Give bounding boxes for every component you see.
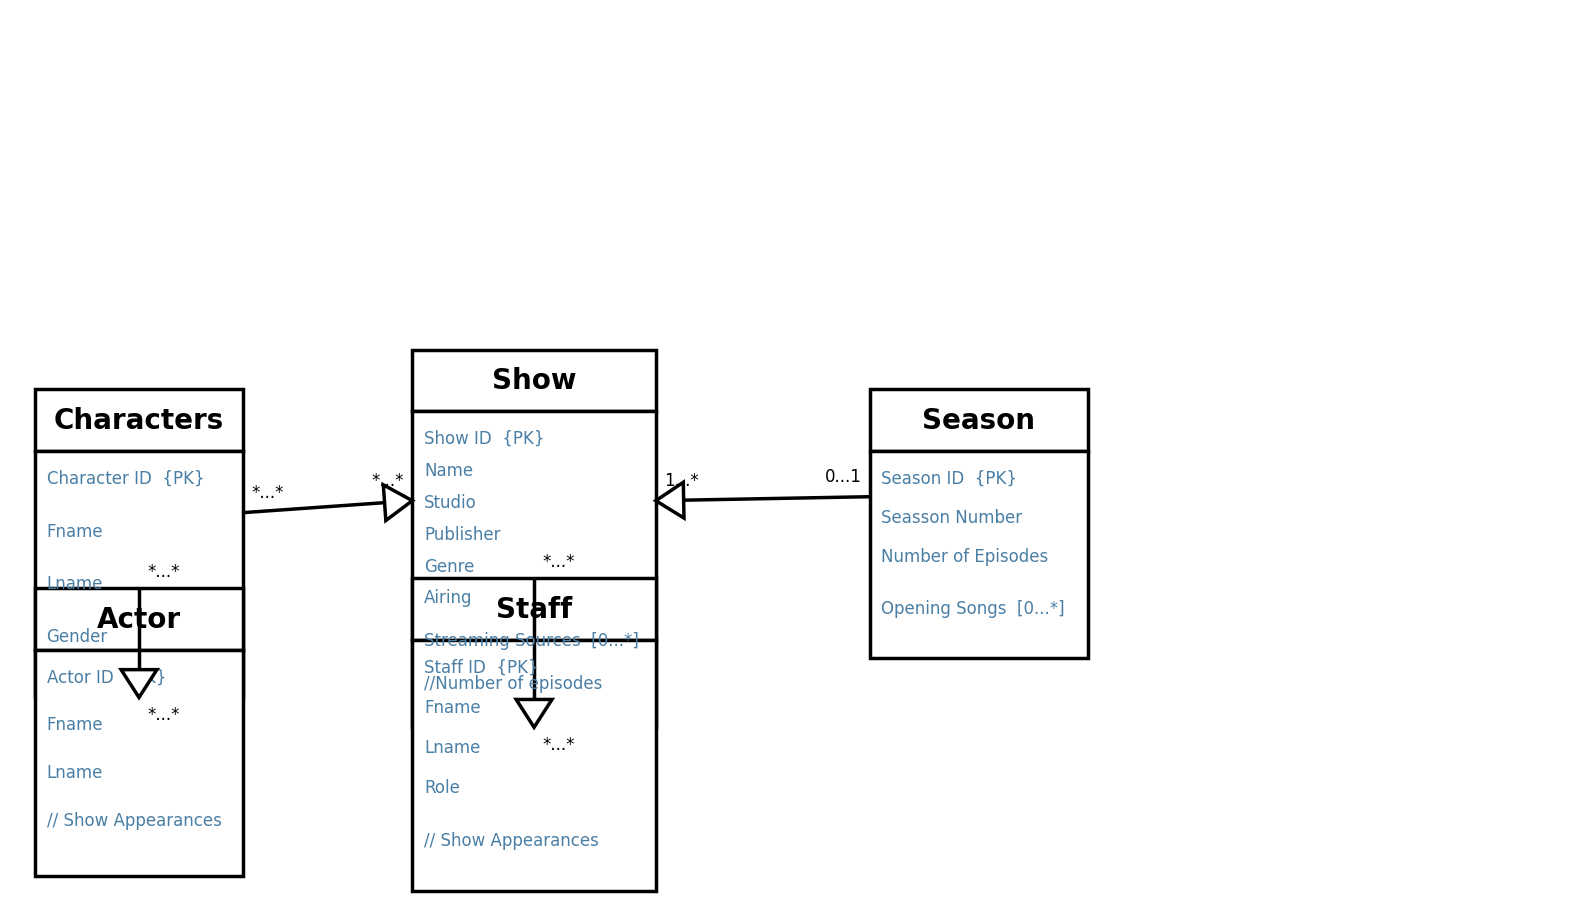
Bar bbox=[412, 640, 656, 891]
Polygon shape bbox=[516, 700, 552, 728]
Text: *...*: *...* bbox=[251, 483, 284, 501]
Text: Lname: Lname bbox=[47, 574, 103, 592]
Text: Name: Name bbox=[424, 461, 473, 479]
Text: Show ID  {PK}: Show ID {PK} bbox=[424, 430, 544, 448]
Text: Fname: Fname bbox=[47, 715, 103, 733]
Bar bbox=[35, 452, 243, 698]
Text: *...*: *...* bbox=[372, 471, 404, 489]
Text: 1...*: 1...* bbox=[664, 471, 699, 489]
Text: Show: Show bbox=[492, 367, 576, 395]
Text: //Number of episodes: //Number of episodes bbox=[424, 675, 603, 693]
Text: Airing: Airing bbox=[424, 589, 473, 607]
Bar bbox=[869, 452, 1089, 658]
Text: Lname: Lname bbox=[47, 763, 103, 781]
Text: 0...1: 0...1 bbox=[825, 467, 862, 485]
Text: Fname: Fname bbox=[47, 522, 103, 540]
Bar bbox=[869, 390, 1089, 452]
Text: *...*: *...* bbox=[147, 563, 180, 581]
Bar bbox=[412, 579, 656, 640]
Text: Role: Role bbox=[424, 777, 461, 796]
Polygon shape bbox=[122, 670, 156, 698]
Text: *...*: *...* bbox=[541, 553, 574, 571]
Text: Streaming Sources  [0...*]: Streaming Sources [0...*] bbox=[424, 632, 639, 649]
Bar bbox=[412, 350, 656, 412]
Text: Season: Season bbox=[922, 406, 1035, 434]
Polygon shape bbox=[656, 483, 683, 518]
Text: Seasson Number: Seasson Number bbox=[882, 508, 1023, 526]
Bar bbox=[35, 589, 243, 650]
Text: Fname: Fname bbox=[424, 698, 481, 716]
Text: Character ID  {PK}: Character ID {PK} bbox=[47, 470, 204, 488]
Text: Studio: Studio bbox=[424, 493, 477, 511]
Text: Publisher: Publisher bbox=[424, 526, 500, 543]
Bar bbox=[35, 650, 243, 877]
Text: // Show Appearances: // Show Appearances bbox=[424, 832, 600, 850]
Text: Lname: Lname bbox=[424, 738, 481, 756]
Bar bbox=[412, 412, 656, 728]
Bar bbox=[35, 390, 243, 452]
Text: Opening Songs  [0...*]: Opening Songs [0...*] bbox=[882, 600, 1065, 618]
Text: Staff: Staff bbox=[495, 595, 573, 623]
Text: // Show Appearances: // Show Appearances bbox=[47, 811, 221, 829]
Text: Staff ID  {PK}: Staff ID {PK} bbox=[424, 658, 538, 676]
Text: Season ID  {PK}: Season ID {PK} bbox=[882, 470, 1018, 488]
Text: Number of Episodes: Number of Episodes bbox=[882, 547, 1049, 565]
Text: Characters: Characters bbox=[54, 406, 224, 434]
Text: Genre: Genre bbox=[424, 557, 475, 575]
Text: Gender: Gender bbox=[47, 628, 107, 646]
Text: *...*: *...* bbox=[541, 735, 574, 753]
Polygon shape bbox=[383, 485, 412, 521]
Text: *...*: *...* bbox=[147, 705, 180, 723]
Text: Actor ID  {PK}: Actor ID {PK} bbox=[47, 668, 166, 686]
Text: Actor: Actor bbox=[96, 605, 181, 633]
